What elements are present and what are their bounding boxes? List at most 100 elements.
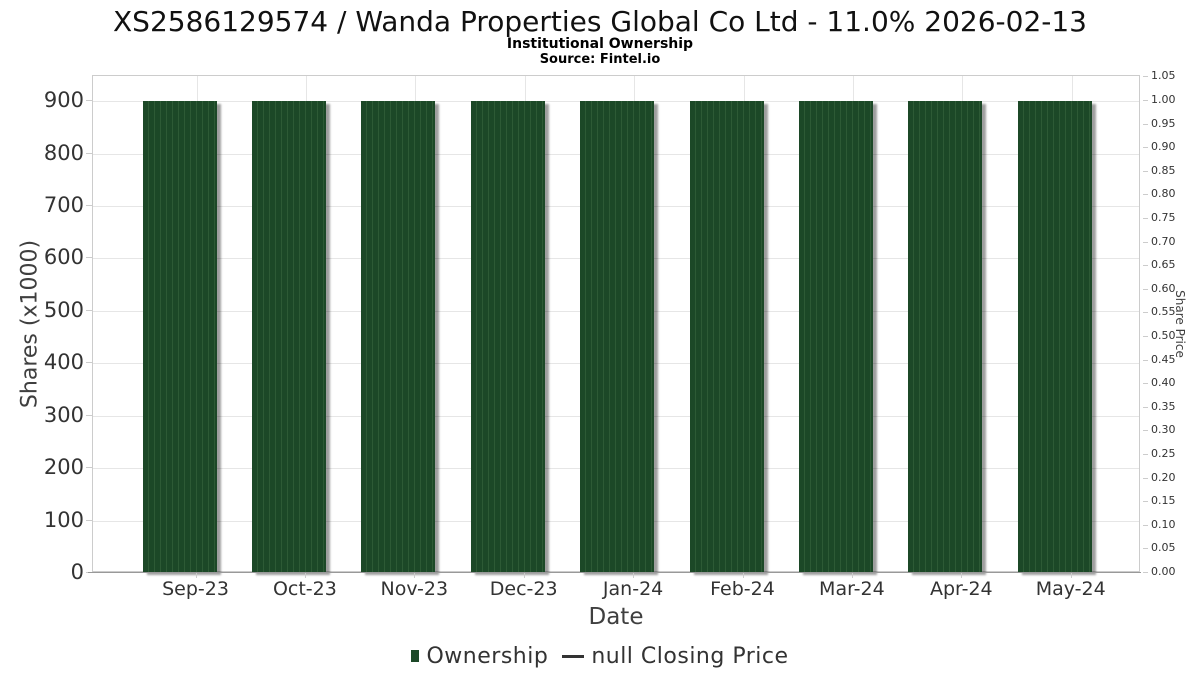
y-axis-right-tick	[1143, 76, 1148, 78]
y-axis-right-tick-label: 0.40	[1151, 376, 1176, 390]
x-axis-tick-label: Sep-23	[162, 578, 229, 600]
x-axis-line	[88, 572, 1141, 573]
y-axis-left-tick-label: 0	[70, 560, 84, 584]
y-axis-right-tick-label: 0.45	[1151, 352, 1176, 366]
chart-source-label: Source: Fintel.io	[539, 52, 661, 67]
y-axis-right-tick-label: 0.90	[1151, 140, 1176, 154]
x-axis-tick-label: Jan-24	[602, 578, 664, 600]
y-axis-right-tick	[1143, 147, 1148, 149]
ownership-bar-dec-23[interactable]	[470, 101, 545, 572]
y-axis-right-tick	[1143, 383, 1148, 385]
ownership-bar-feb-24[interactable]	[689, 101, 764, 572]
y-axis-right-tick	[1143, 501, 1148, 503]
y-axis-right-tick	[1143, 312, 1148, 314]
y-axis-right-tick-label: 0.10	[1151, 517, 1176, 531]
y-axis-right-tick-label: 0.70	[1151, 234, 1176, 248]
y-axis-left-tick-label: 500	[43, 297, 84, 322]
y-axis-right-tick	[1143, 336, 1148, 337]
y-axis-left-tick	[86, 309, 92, 311]
y-axis-right-tick-label: 0.20	[1151, 470, 1176, 484]
y-axis-left-tick-label: 700	[43, 193, 84, 218]
x-axis-tick	[1070, 573, 1072, 578]
y-axis-left-tick	[86, 519, 92, 521]
plot-area	[92, 75, 1140, 572]
y-axis-left-tick	[86, 362, 92, 364]
y-axis-right-tick-label: 0.05	[1151, 541, 1176, 555]
y-axis-right-tick	[1143, 548, 1148, 550]
y-axis-left-tick	[86, 414, 92, 416]
chart-subtitle: Institutional Ownership	[506, 36, 694, 52]
y-axis-title-share-price: Share Price	[1173, 290, 1187, 358]
x-axis-tick	[523, 573, 525, 578]
y-axis-right-tick	[1143, 241, 1148, 243]
y-axis-right-tick	[1143, 454, 1148, 455]
y-axis-right-tick	[1143, 288, 1148, 290]
y-axis-right-tick	[1143, 123, 1148, 125]
x-axis-tick-label: Mar-24	[819, 578, 885, 600]
x-axis-title-date: Date	[588, 604, 644, 630]
y-axis-right-tick	[1143, 359, 1148, 361]
y-axis-left-tick	[86, 100, 92, 102]
ownership-bar-mar-24[interactable]	[798, 101, 873, 572]
y-axis-left-tick	[86, 152, 92, 154]
y-axis-left-tick-label: 400	[43, 350, 84, 375]
ownership-bar-sep-23[interactable]	[142, 101, 217, 572]
y-axis-left-tick	[86, 467, 92, 469]
y-axis-right-tick	[1143, 100, 1148, 101]
ownership-bar-nov-23[interactable]	[361, 101, 436, 572]
x-axis-tick-label: Feb-24	[710, 578, 775, 600]
ownership-series-marker-icon	[411, 650, 420, 662]
ownership-bar-may-24[interactable]	[1017, 101, 1092, 572]
x-axis-tick	[195, 573, 197, 578]
y-axis-left-tick-label: 800	[43, 140, 84, 165]
legend-item-closing-price[interactable]: null Closing Price	[562, 644, 788, 669]
legend-label-closing-price: null Closing Price	[591, 643, 789, 669]
y-axis-right-tick-label: 0.75	[1151, 211, 1176, 224]
y-axis-right-tick	[1143, 430, 1148, 432]
y-axis-right-tick	[1143, 524, 1148, 526]
y-axis-right-tick-label: 0.15	[1151, 494, 1176, 508]
ownership-bar-apr-24[interactable]	[908, 101, 983, 572]
y-axis-right-tick	[1143, 572, 1148, 573]
y-axis-right-tick-label: 0.30	[1151, 423, 1176, 437]
chart-title: XS2586129574 / Wanda Properties Global C…	[113, 5, 1087, 38]
legend: Ownership null Closing Price	[0, 643, 1200, 669]
y-axis-left-tick-label: 200	[43, 455, 84, 480]
y-axis-right-tick	[1143, 218, 1148, 219]
y-axis-right-tick	[1143, 477, 1148, 479]
ownership-bar-jan-24[interactable]	[580, 101, 655, 572]
y-axis-right-tick-label: 1.00	[1151, 93, 1176, 106]
x-axis-tick-label: Apr-24	[929, 578, 993, 600]
y-axis-right-tick-label: 0.00	[1151, 565, 1176, 578]
y-axis-right-tick	[1143, 194, 1148, 196]
y-axis-right-tick-label: 0.60	[1151, 281, 1176, 295]
x-axis-tick	[851, 573, 853, 578]
y-axis-left-tick	[86, 257, 92, 259]
legend-label-ownership: Ownership	[426, 643, 549, 669]
y-axis-right-tick-label: 0.50	[1151, 329, 1176, 342]
legend-item-ownership[interactable]: Ownership	[411, 644, 548, 669]
x-axis-tick-label: May-24	[1035, 578, 1106, 600]
x-axis-tick	[633, 573, 635, 578]
y-axis-right-tick-label: 0.95	[1151, 116, 1176, 130]
y-axis-right-tick	[1143, 265, 1148, 267]
x-axis-tick	[742, 573, 744, 578]
y-axis-right-tick-label: 0.65	[1151, 258, 1176, 272]
y-axis-right-tick-label: 0.85	[1151, 163, 1176, 177]
y-axis-right-tick-label: 0.80	[1151, 187, 1176, 201]
y-axis-right-tick	[1143, 170, 1148, 172]
y-axis-right-tick-label: 0.25	[1151, 447, 1176, 460]
closing-price-line-marker-icon	[562, 654, 585, 658]
x-axis-tick-label: Nov-23	[380, 578, 449, 600]
x-axis-tick	[304, 573, 306, 578]
ownership-bar-oct-23[interactable]	[251, 101, 326, 572]
y-axis-right-tick	[1143, 406, 1148, 408]
y-axis-left-tick-label: 300	[43, 402, 84, 427]
x-axis-tick	[961, 573, 963, 578]
x-axis-tick-label: Oct-23	[272, 578, 337, 600]
y-axis-left-tick-label: 600	[43, 245, 84, 270]
y-axis-right-tick-label: 0.55	[1151, 305, 1176, 319]
y-axis-left-tick-label: 100	[43, 507, 84, 532]
y-axis-right-tick-label: 0.35	[1151, 399, 1176, 413]
